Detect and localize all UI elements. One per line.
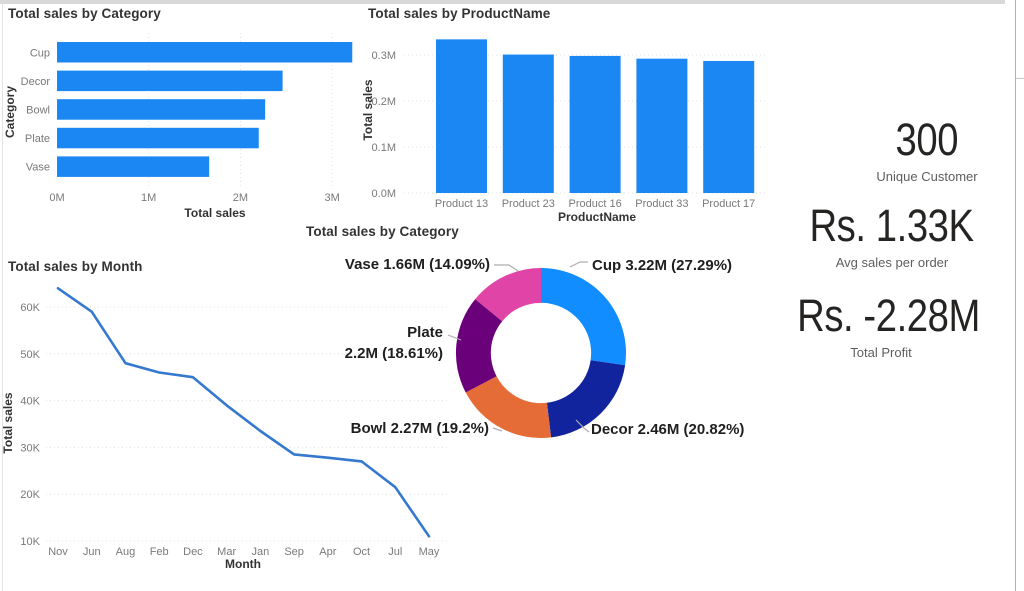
top-edge-strip: [0, 0, 1005, 4]
filter-pane-divider: [1016, 78, 1024, 79]
label-leader-line: [447, 334, 462, 341]
y-tick-label: 40K: [20, 396, 40, 408]
y-axis-title: Category: [3, 86, 17, 138]
donut-label-cup: Cup 3.22M (27.29%): [592, 257, 732, 274]
x-category-label: Sep: [284, 546, 304, 558]
x-tick-label: 1M: [141, 192, 156, 204]
x-category-label: Aug: [116, 546, 136, 558]
kpi-total-profit-value: Rs. -2.28M: [797, 290, 980, 341]
kpi-avg-sales-label: Avg sales per order: [835, 255, 949, 270]
bar-bowl[interactable]: [57, 99, 266, 120]
bar-product-16[interactable]: [569, 55, 621, 193]
donut-label-plate: Plate: [407, 324, 443, 341]
x-category-label: Product 33: [635, 198, 688, 210]
label-leader-line: [494, 264, 519, 272]
donut-slice-bowl[interactable]: [465, 376, 552, 439]
bar-product-33[interactable]: [636, 58, 688, 194]
x-category-label: Product 17: [702, 198, 755, 210]
y-tick-label: 20K: [20, 489, 40, 501]
donut-slice-cup[interactable]: [541, 268, 626, 366]
y-tick-label: 0.2M: [372, 96, 396, 108]
donut-label-plate-value: 2.2M (18.61%): [345, 345, 443, 362]
y-category-label: Vase: [26, 162, 50, 174]
y-axis-title: Total sales: [361, 79, 375, 140]
x-category-label: Dec: [183, 546, 203, 558]
x-category-label: Jul: [388, 546, 402, 558]
x-category-label: Apr: [319, 546, 336, 558]
donut-label-bowl: Bowl 2.27M (19.2%): [351, 420, 489, 437]
kpi-unique-customer[interactable]: 300 Unique Customer: [827, 117, 1024, 184]
bar-plate[interactable]: [57, 127, 259, 149]
filter-pane-border: [1015, 0, 1016, 591]
category-bar-chart[interactable]: Cup Decor Bowl Plate Vase 0M 1M 2M 3M Total sales…: [0, 0, 360, 232]
y-tick-label: 10K: [20, 536, 40, 548]
bar-product-13[interactable]: [436, 39, 487, 193]
y-tick-label: 60K: [20, 302, 40, 314]
y-category-label: Plate: [25, 133, 50, 145]
y-tick-label: 30K: [20, 442, 40, 454]
label-leader-line: [575, 419, 590, 433]
kpi-total-profit-label: Total Profit: [850, 345, 912, 360]
kpi-avg-sales-per-order[interactable]: Rs. 1.33K Avg sales per order: [792, 203, 992, 270]
y-axis-title: Total sales: [1, 392, 15, 453]
kpi-unique-customer-label: Unique Customer: [876, 169, 978, 184]
bar-vase[interactable]: [57, 156, 210, 177]
category-donut-chart[interactable]: Cup 3.22M (27.29%) Decor 2.46M (20.82%) Bo…: [290, 222, 772, 457]
donut-label-vase: Vase 1.66M (14.09%): [345, 256, 490, 273]
x-category-label: Oct: [353, 546, 370, 558]
label-leader-line: [492, 427, 503, 432]
bar-cup[interactable]: [57, 42, 353, 63]
left-edge-line: [2, 4, 3, 591]
x-axis-title: Month: [225, 557, 261, 571]
x-tick-label: 0M: [49, 192, 64, 204]
x-category-label: Nov: [48, 546, 68, 558]
x-category-label: May: [419, 546, 440, 558]
monthly-sales-line-chart[interactable]: 10K 20K 30K 40K 50K 60K Nov Jun Aug Feb Dec Mar Jan S…: [0, 255, 470, 585]
donut-slice-vase[interactable]: [475, 267, 542, 322]
x-category-label: Jun: [83, 546, 101, 558]
x-category-label: Product 23: [502, 198, 555, 210]
x-category-label: Mar: [217, 546, 236, 558]
total-sales-line[interactable]: [56, 287, 431, 538]
x-axis-title: Total sales: [184, 206, 245, 220]
product-bar-title: Total sales by ProductName: [368, 6, 551, 21]
donut-slice-decor[interactable]: [546, 360, 626, 438]
kpi-unique-customer-value: 300: [895, 114, 959, 165]
x-category-label: Feb: [150, 546, 169, 558]
y-tick-label: 0.0M: [372, 188, 396, 200]
y-tick-label: 50K: [20, 349, 40, 361]
line-chart-title: Total sales by Month: [8, 259, 143, 274]
x-category-label: Jan: [252, 546, 270, 558]
label-leader-line: [569, 261, 588, 268]
kpi-total-profit[interactable]: Rs. -2.28M Total Profit: [781, 293, 981, 360]
donut-chart-title: Total sales by Category: [306, 224, 459, 239]
x-tick-label: 3M: [324, 192, 339, 204]
y-category-label: Decor: [21, 76, 51, 88]
x-category-label: Product 13: [435, 198, 488, 210]
x-tick-label: 2M: [233, 192, 248, 204]
bar-product-23[interactable]: [502, 54, 554, 193]
category-bar-title: Total sales by Category: [8, 6, 161, 21]
donut-label-decor: Decor 2.46M (20.82%): [591, 421, 744, 438]
donut-slice-plate[interactable]: [455, 299, 503, 393]
y-category-label: Bowl: [26, 104, 50, 116]
y-tick-label: 0.1M: [372, 142, 396, 154]
bar-product-17[interactable]: [703, 60, 755, 194]
kpi-avg-sales-value: Rs. 1.33K: [809, 200, 975, 251]
x-category-label: Product 16: [568, 198, 621, 210]
x-axis-title: ProductName: [558, 210, 636, 224]
y-tick-label: 0.3M: [372, 50, 396, 62]
bar-decor[interactable]: [57, 70, 283, 92]
y-category-label: Cup: [30, 47, 50, 59]
